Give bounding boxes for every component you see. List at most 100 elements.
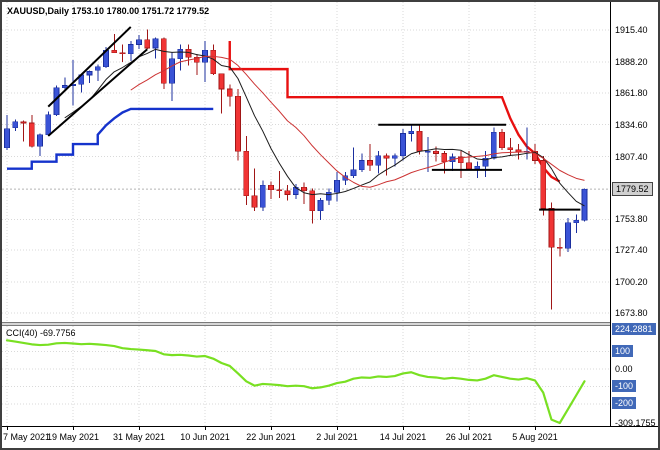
candle bbox=[342, 172, 349, 186]
candle bbox=[251, 168, 258, 211]
date-tick-mark bbox=[270, 427, 272, 430]
candle bbox=[367, 144, 373, 172]
cci-scale-badge: 100 bbox=[612, 344, 634, 357]
price-chart-pane[interactable]: XAUUSD,Daily 1753.10 1780.00 1751.72 177… bbox=[2, 2, 610, 322]
cci-grid bbox=[2, 326, 610, 426]
price-scale-label: 1915.40 bbox=[615, 25, 648, 35]
date-tick-mark bbox=[534, 427, 536, 430]
price-scale-label: 1834.60 bbox=[615, 119, 648, 130]
trendline-channel-lower[interactable] bbox=[47, 48, 148, 137]
candle bbox=[556, 237, 563, 257]
candlestick-chart[interactable] bbox=[2, 2, 610, 322]
date-tick-mark bbox=[204, 427, 206, 430]
date-tick-label: 5 Aug 2021 bbox=[512, 432, 558, 442]
date-tick-mark bbox=[468, 427, 470, 430]
pane-divider[interactable] bbox=[2, 322, 658, 326]
cci-chart[interactable] bbox=[2, 326, 610, 426]
candle bbox=[169, 52, 175, 101]
cci-scale-badge: -100 bbox=[612, 379, 637, 392]
candle bbox=[499, 128, 505, 150]
date-axis[interactable]: 7 May 2021 19 May 2021 31 May 2021 10 Jun 2… bbox=[2, 426, 658, 448]
price-scale[interactable]: 1915.40 1888.20 1861.80 1834.60 1807.40 1753.… bbox=[610, 2, 658, 428]
candle bbox=[94, 64, 101, 81]
candle bbox=[334, 172, 340, 202]
candle bbox=[4, 114, 10, 150]
candle bbox=[160, 37, 167, 90]
date-tick-mark bbox=[402, 427, 404, 430]
candle bbox=[226, 84, 233, 107]
trendline-channel-upper[interactable] bbox=[47, 26, 132, 108]
date-tick-label: 31 May 2021 bbox=[112, 432, 166, 442]
candle bbox=[375, 151, 382, 174]
candle bbox=[177, 44, 184, 71]
candle bbox=[301, 182, 307, 204]
cci-scale-label: -309.1755 bbox=[615, 418, 656, 428]
chart-ohlc-header: XAUUSD,Daily 1753.10 1780.00 1751.72 177… bbox=[7, 6, 209, 16]
candle bbox=[391, 153, 398, 167]
date-tick-label: 7 May 2021 bbox=[3, 432, 51, 442]
date-tick-label: 14 Jul 2021 bbox=[379, 432, 427, 442]
candle bbox=[507, 138, 514, 156]
candle bbox=[61, 77, 68, 92]
symbol-timeframe-label: XAUUSD,Daily bbox=[7, 6, 70, 16]
ma-slow-line bbox=[130, 55, 585, 188]
candle bbox=[37, 133, 43, 156]
candle bbox=[136, 35, 142, 50]
candle bbox=[202, 41, 208, 83]
candle bbox=[350, 147, 357, 179]
candle bbox=[408, 125, 415, 142]
candle bbox=[28, 114, 35, 148]
candle bbox=[259, 180, 266, 211]
candle bbox=[144, 29, 151, 50]
candle bbox=[235, 89, 241, 161]
price-scale-label: 1888.20 bbox=[615, 56, 648, 67]
candle bbox=[284, 185, 291, 201]
date-tick-mark bbox=[72, 427, 74, 430]
date-tick-label: 2 Jul 2021 bbox=[316, 432, 358, 442]
current-price-badge: 1779.52 bbox=[612, 182, 653, 197]
candle bbox=[416, 124, 423, 155]
price-scale-label: 1727.40 bbox=[615, 245, 648, 256]
candle bbox=[325, 188, 332, 206]
candle bbox=[12, 119, 19, 132]
candle bbox=[424, 137, 431, 173]
date-tick-label: 19 May 2021 bbox=[46, 432, 100, 442]
candle bbox=[268, 181, 274, 200]
price-scale-label: 1753.80 bbox=[615, 214, 648, 225]
cci-scale-badge: 224.2881 bbox=[612, 323, 656, 335]
ma-fast-line bbox=[64, 48, 585, 207]
candle bbox=[20, 120, 27, 142]
price-scale-label: 1861.80 bbox=[615, 87, 648, 98]
cci-scale-label: 0.00 bbox=[615, 364, 633, 375]
date-tick-mark bbox=[6, 427, 8, 430]
candle bbox=[152, 37, 159, 59]
price-scale-label: 1700.20 bbox=[615, 277, 648, 288]
candle bbox=[532, 144, 538, 165]
candle bbox=[400, 128, 406, 161]
candle bbox=[457, 151, 464, 179]
candle bbox=[317, 197, 324, 221]
cci-scale-badge: -200 bbox=[612, 396, 637, 409]
candle bbox=[127, 41, 134, 61]
date-tick-label: 10 Jun 2021 bbox=[180, 432, 230, 442]
candle bbox=[449, 153, 456, 172]
date-tick-label: 22 Jun 2021 bbox=[246, 432, 296, 442]
candle bbox=[276, 171, 283, 198]
candle bbox=[358, 153, 365, 173]
candle bbox=[292, 183, 299, 200]
date-tick-label: 26 Jul 2021 bbox=[445, 432, 493, 442]
candle bbox=[193, 53, 200, 75]
candle bbox=[573, 214, 580, 234]
date-tick-mark bbox=[336, 427, 338, 430]
support-step-line[interactable] bbox=[7, 107, 214, 170]
price-scale-label: 1673.80 bbox=[615, 308, 648, 318]
cci-indicator-pane[interactable]: CCI(40) -69.7756 bbox=[2, 326, 610, 426]
candle bbox=[45, 111, 52, 136]
candle bbox=[185, 44, 192, 66]
cci-indicator-label: CCI(40) -69.7756 bbox=[6, 328, 76, 338]
price-scale-label: 1807.40 bbox=[615, 151, 648, 162]
candle bbox=[86, 70, 93, 84]
price-grid bbox=[2, 2, 610, 322]
candle bbox=[565, 217, 571, 252]
date-tick-mark bbox=[138, 427, 140, 430]
